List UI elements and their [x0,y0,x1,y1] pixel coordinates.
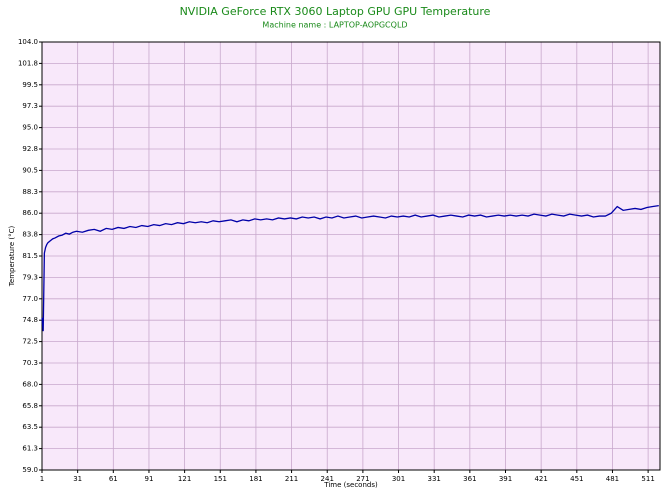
y-tick-label: 101.8 [18,59,38,67]
y-tick-label: 63.5 [22,423,38,431]
y-tick-label: 72.5 [22,338,38,346]
x-tick-label: 181 [249,475,262,483]
y-tick-label: 86.0 [22,209,38,217]
x-tick-label: 391 [499,475,512,483]
x-tick-label: 61 [109,475,118,483]
x-tick-label: 271 [356,475,369,483]
x-tick-label: 421 [534,475,547,483]
x-tick-label: 1 [40,475,44,483]
y-tick-label: 81.5 [22,252,38,260]
x-tick-label: 241 [321,475,334,483]
x-tick-label: 331 [428,475,441,483]
y-tick-label: 59.0 [22,466,38,474]
x-tick-label: 481 [606,475,619,483]
y-tick-label: 88.3 [22,188,38,196]
y-tick-label: 70.3 [22,359,38,367]
x-tick-label: 211 [285,475,298,483]
y-tick-label: 61.3 [22,445,38,453]
x-tick-label: 301 [392,475,405,483]
y-tick-label: 74.8 [22,316,38,324]
x-axis-label: Time (seconds) [323,481,378,489]
y-tick-label: 77.0 [22,295,38,303]
x-tick-label: 511 [641,475,654,483]
chart-title: NVIDIA GeForce RTX 3060 Laptop GPU GPU T… [180,5,491,18]
data-line [41,204,659,332]
x-tick-label: 361 [463,475,476,483]
y-tick-label: 79.3 [22,273,38,281]
y-tick-label: 90.5 [22,166,38,174]
y-tick-label: 83.8 [22,231,38,239]
y-tick-label: 68.0 [22,380,38,388]
x-tick-label: 121 [178,475,191,483]
y-tick-label: 92.8 [22,145,38,153]
y-tick-label: 95.0 [22,124,38,132]
x-tick-label: 451 [570,475,583,483]
y-tick-label: 65.8 [22,402,38,410]
plot-border [41,41,661,471]
chart-subtitle: Machine name : LAPTOP-AOPGCQLD [262,21,407,30]
y-tick-label: 97.3 [22,102,38,110]
y-tick-label: 99.5 [22,81,38,89]
x-tick-label: 151 [214,475,227,483]
y-axis-label: Temperature (°C) [8,226,16,288]
y-tick-label: 104.0 [18,38,38,46]
x-tick-label: 31 [73,475,82,483]
x-tick-label: 91 [145,475,154,483]
